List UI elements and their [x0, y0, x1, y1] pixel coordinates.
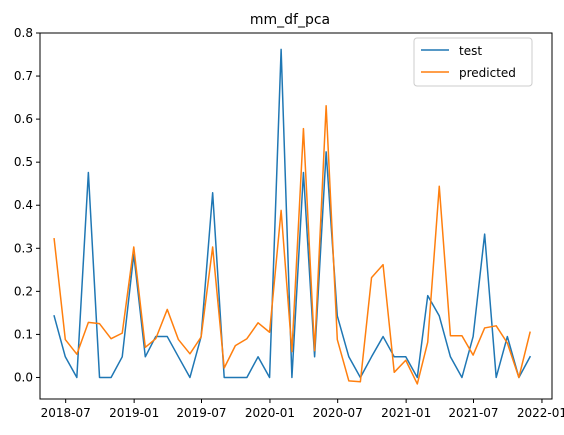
y-tick-label: 0.7 [14, 69, 33, 83]
legend-label-test: test [459, 44, 482, 58]
x-tick-label: 2020-07 [313, 406, 363, 420]
chart-title: mm_df_pca [250, 12, 330, 28]
legend-label-predicted: predicted [459, 66, 516, 80]
x-tick-label: 2018-07 [41, 406, 91, 420]
legend: test predicted [413, 37, 533, 87]
plot-area: 0.0 0.1 0.2 0.3 0.4 0.5 0.6 0.7 0.8 2018-07 2019-0… [14, 26, 564, 420]
x-tick-label: 2021-01 [381, 406, 431, 420]
plot-frame [39, 32, 553, 400]
y-tick-label: 0.4 [14, 198, 33, 212]
y-tick-label: 0.8 [14, 26, 33, 40]
y-tick-label: 0.2 [14, 284, 33, 298]
y-tick-label: 0.3 [14, 241, 33, 255]
x-tick-label: 2020-01 [245, 406, 295, 420]
x-tick-label: 2022-01 [517, 406, 564, 420]
x-tick-label: 2019-01 [109, 406, 159, 420]
y-tick-label: 0.6 [14, 112, 33, 126]
y-tick-label: 0.1 [14, 327, 33, 341]
y-tick-label: 0.0 [14, 370, 33, 384]
series-line-test [53, 48, 532, 379]
y-tick-label: 0.5 [14, 155, 33, 169]
x-tick-label: 2019-07 [176, 406, 226, 420]
x-tick-label: 2021-07 [448, 406, 498, 420]
series-line-predicted [53, 105, 531, 385]
